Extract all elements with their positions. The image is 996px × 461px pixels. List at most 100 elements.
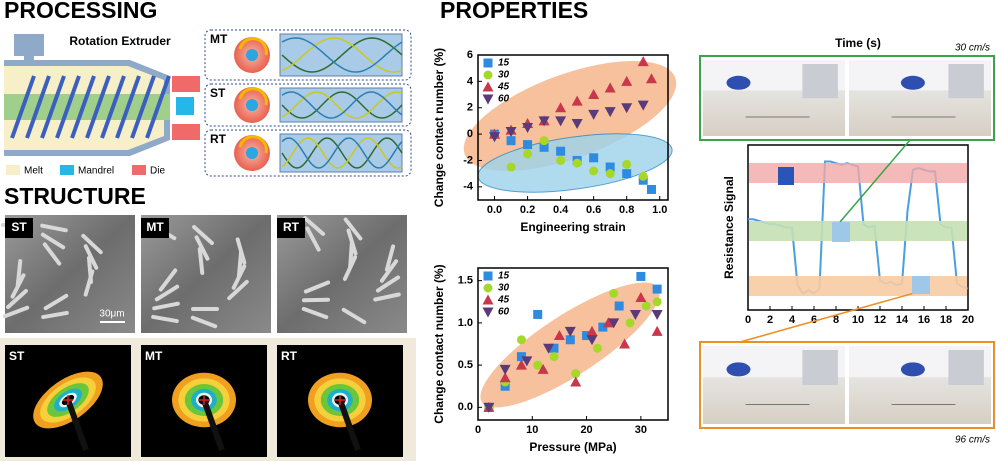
point — [605, 169, 615, 179]
point — [499, 372, 511, 383]
sem-fiber — [373, 292, 401, 302]
photo-hand — [726, 75, 751, 90]
sem-fiber — [305, 226, 321, 252]
legend-swatch — [6, 165, 20, 175]
point — [489, 132, 501, 143]
point — [570, 376, 582, 387]
y-tick-label: 4 — [467, 75, 474, 87]
legend-swatch — [60, 165, 74, 175]
signal-band — [749, 163, 967, 183]
point — [555, 102, 567, 113]
point — [549, 343, 559, 353]
legend-marker — [483, 283, 493, 293]
y-tick-label: 6 — [467, 49, 473, 61]
x-tick-label: 6 — [811, 314, 817, 326]
sem-fiber — [341, 307, 367, 325]
point — [588, 109, 600, 120]
sem-label: ST — [11, 220, 27, 234]
sem-fiber — [40, 232, 66, 250]
sem-fiber — [302, 216, 326, 236]
point — [625, 318, 635, 328]
legend-marker — [482, 81, 494, 92]
flight — [145, 75, 171, 139]
photo-frame — [699, 55, 995, 141]
x-tick-label: 14 — [896, 314, 909, 326]
point — [609, 288, 619, 298]
photos — [703, 60, 991, 424]
point — [515, 359, 527, 370]
scale-label: 30μm — [99, 309, 124, 320]
mode-core — [246, 147, 258, 159]
point — [506, 162, 516, 172]
saxs-label: MT — [145, 349, 163, 363]
sem-fiber — [303, 280, 331, 294]
flight — [100, 75, 126, 139]
sem-fiber — [375, 275, 401, 293]
x-tick-label: 20 — [580, 424, 592, 436]
section-title: PROCESSING — [4, 0, 157, 23]
point — [549, 352, 559, 362]
mode-label: MT — [210, 32, 228, 46]
point — [589, 166, 599, 176]
x-tick-label: 0.2 — [520, 204, 535, 216]
legend-label: 60 — [498, 94, 510, 105]
speed-label: 96 cm/s — [955, 435, 990, 446]
saxs-images: ST MT RT — [5, 345, 403, 457]
sem-fiber — [6, 288, 28, 310]
point — [582, 331, 592, 341]
label-box — [277, 218, 305, 238]
flight — [130, 75, 156, 139]
mode-label: ST — [210, 86, 226, 100]
point — [533, 360, 543, 370]
point — [646, 184, 656, 194]
rotation-arrow — [238, 135, 268, 154]
sem-fiber — [154, 284, 180, 302]
robot-icon — [912, 276, 930, 294]
point — [608, 318, 620, 329]
legend-marker — [482, 307, 494, 318]
fiber-wave — [281, 37, 403, 73]
point — [505, 126, 517, 137]
mode-box — [204, 29, 412, 81]
point — [589, 153, 599, 163]
legend-label: 45 — [497, 295, 510, 306]
photo-machine — [802, 350, 838, 386]
point — [602, 317, 614, 328]
extruder-diagram — [4, 34, 200, 156]
saxs-label: RT — [281, 349, 298, 363]
x-tick-label: 30 — [635, 424, 647, 436]
rotation-modes: MT ST RT — [204, 29, 412, 177]
screw-flights — [10, 75, 171, 139]
flight — [115, 75, 141, 139]
sem-fiber — [151, 314, 179, 324]
point — [516, 335, 526, 345]
point — [604, 82, 616, 93]
legend-label: 15 — [498, 271, 510, 282]
y-tick-label: 2 — [467, 102, 473, 114]
point — [523, 149, 533, 159]
sem-fiber — [81, 233, 103, 255]
fiber-wave — [281, 91, 403, 119]
extruder-label: Rotation Extruder — [69, 34, 171, 48]
x-tick-label: 2 — [767, 314, 773, 326]
y-tick-label: 0 — [467, 128, 473, 140]
section-title: PROPERTIES — [440, 0, 588, 23]
mode-core — [246, 99, 258, 111]
plot-frame — [477, 54, 669, 201]
point — [533, 309, 543, 319]
point — [619, 338, 631, 349]
fiber-wave — [281, 91, 403, 119]
legend-marker — [483, 70, 493, 80]
point — [556, 146, 566, 156]
photo-machine — [948, 350, 984, 386]
sem-fiber — [158, 268, 178, 292]
x-tick-label: 10 — [526, 424, 538, 436]
flight — [85, 75, 111, 139]
point — [604, 107, 616, 118]
center-mark — [63, 395, 73, 405]
sem-images: ST MT RT 30μm — [1, 215, 407, 333]
point — [564, 326, 576, 337]
fiber-wave — [281, 91, 403, 119]
x-tick-label: 0.4 — [553, 204, 569, 216]
